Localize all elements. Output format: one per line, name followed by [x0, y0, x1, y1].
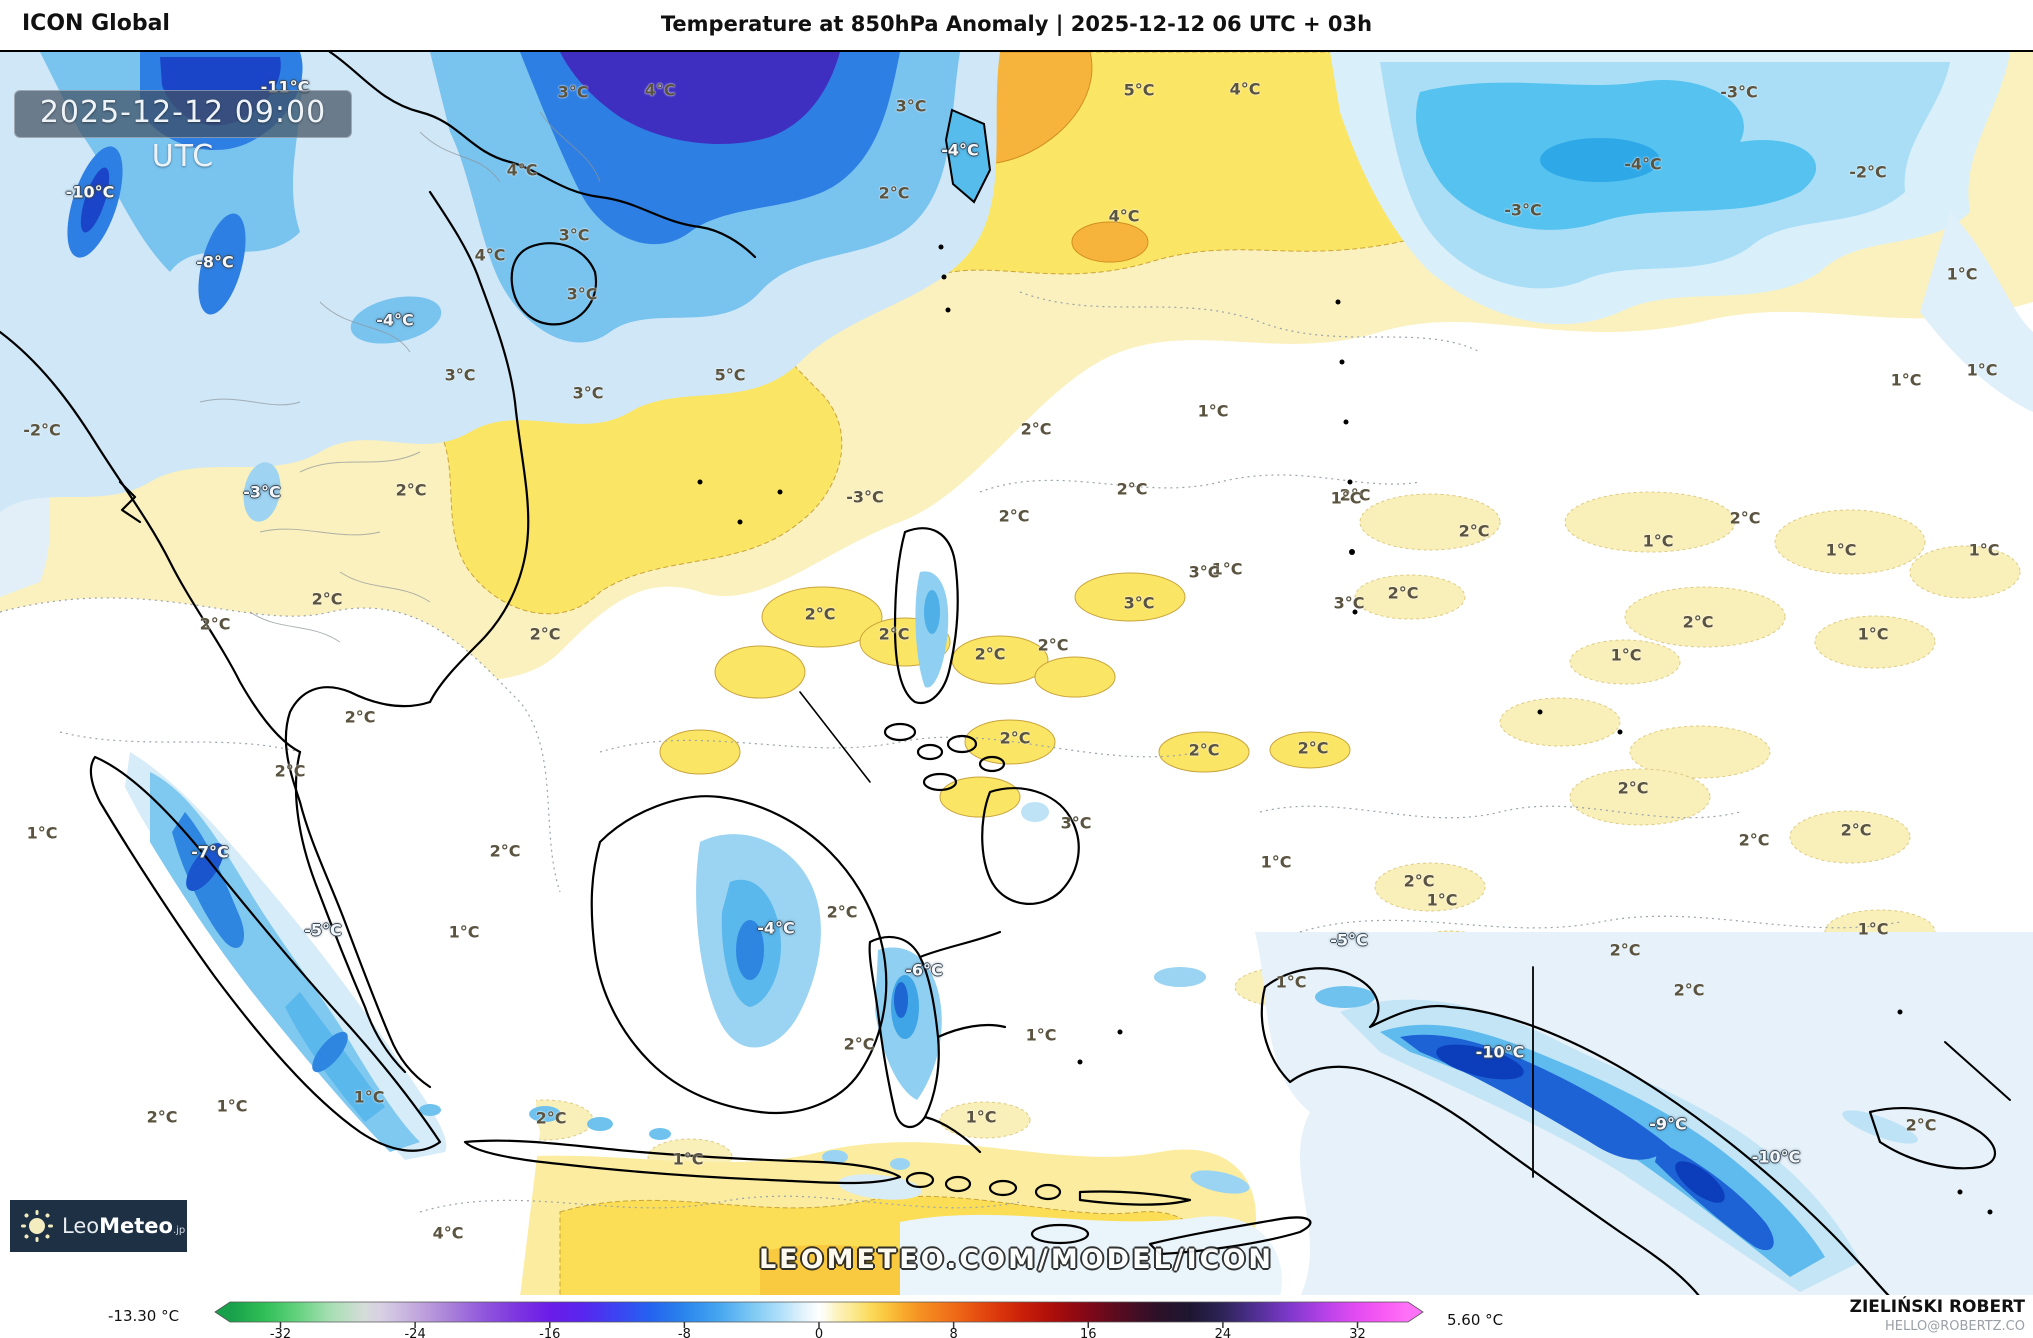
logo-wordmark: LeoMeteo.jp [62, 1214, 186, 1238]
header-bar: ICON Global Temperature at 850hPa Anomal… [0, 0, 2033, 50]
colorbar-gradient [214, 1301, 1424, 1323]
colorbar-area: -13.30 °C -32 -24 -16 -8 0 8 16 24 32 5.60 °C ZI… [0, 1295, 2033, 1338]
model-name: ICON Global [22, 11, 170, 36]
credit-name: ZIELIŃSKI ROBERT [1849, 1297, 2025, 1317]
page-title: Temperature at 850hPa Anomaly | 2025-12-… [660, 12, 1373, 36]
colorbar-max-value: 5.60 °C [1447, 1311, 1504, 1329]
svg-text:-8: -8 [678, 1327, 691, 1338]
leometeo-logo: LeoMeteo.jp [10, 1200, 187, 1252]
colorbar-ticks: -32 -24 -16 -8 0 8 16 24 32 [270, 1322, 1366, 1338]
svg-text:-24: -24 [404, 1327, 425, 1338]
svg-text:16: 16 [1080, 1327, 1097, 1338]
svg-text:8: 8 [949, 1327, 957, 1338]
anomaly-map [0, 52, 2033, 1297]
colorbar: -32 -24 -16 -8 0 8 16 24 32 [214, 1301, 1424, 1338]
svg-text:32: 32 [1349, 1327, 1366, 1338]
credit-email: HELLO@ROBERTZ.CO [1884, 1319, 2025, 1334]
colorbar-min-value: -13.30 °C [108, 1307, 180, 1325]
zero-contours [0, 291, 1901, 1213]
watermark-text: LEOMETEO.COM/MODEL/ICON [758, 1244, 1275, 1275]
admin-borders [199, 111, 601, 643]
island-dots [697, 244, 1993, 1215]
map-canvas: -11°C -10°C -8°C -4°C -3°C -4°C -7°C -5°C -4°C -6… [0, 50, 2033, 1297]
timestamp-overlay: 2025-12-12 09:00 UTC [14, 90, 352, 174]
svg-text:0: 0 [815, 1327, 823, 1338]
svg-text:24: 24 [1215, 1327, 1232, 1338]
svg-text:-32: -32 [270, 1327, 291, 1338]
svg-text:-16: -16 [539, 1327, 560, 1338]
sun-icon [21, 1210, 53, 1242]
coastlines [0, 52, 2011, 1297]
